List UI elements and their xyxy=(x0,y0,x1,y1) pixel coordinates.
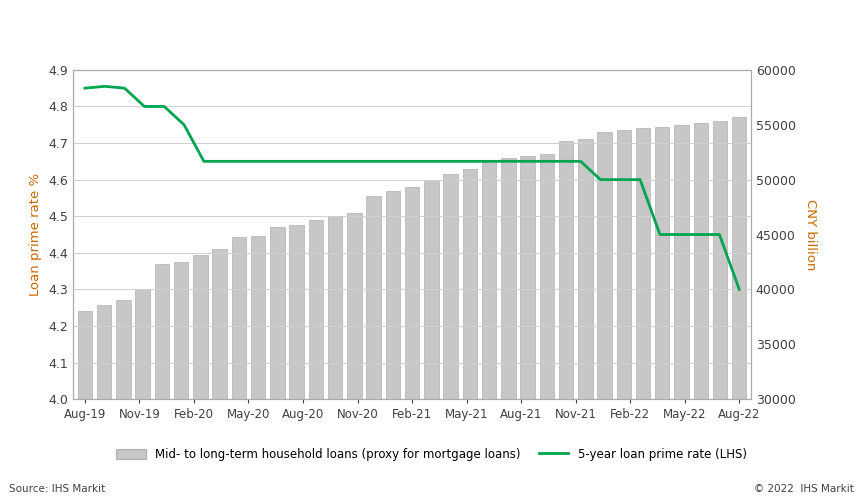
Bar xyxy=(347,213,362,499)
Bar xyxy=(578,139,593,499)
Bar xyxy=(463,169,477,499)
Bar xyxy=(117,300,130,499)
Bar xyxy=(251,237,265,499)
Bar xyxy=(694,123,708,499)
Bar xyxy=(309,220,323,499)
Bar xyxy=(732,117,746,499)
Bar xyxy=(424,180,438,499)
Bar xyxy=(559,141,573,499)
Bar xyxy=(539,154,554,499)
Bar xyxy=(655,127,670,499)
Text: Source: IHS Markit: Source: IHS Markit xyxy=(9,484,105,494)
Legend: Mid- to long-term household loans (proxy for mortgage loans), 5-year loan prime : Mid- to long-term household loans (proxy… xyxy=(111,443,752,466)
Bar xyxy=(674,125,689,499)
Bar xyxy=(270,227,285,499)
Bar xyxy=(713,121,728,499)
Bar xyxy=(135,289,150,499)
Bar xyxy=(482,161,496,499)
Text: China's 5-year loan prime rate and cummulative mid- to long-term  household loan: China's 5-year loan prime rate and cummu… xyxy=(7,25,626,40)
Bar xyxy=(328,216,343,499)
Bar xyxy=(231,237,246,499)
Bar xyxy=(520,156,535,499)
Bar xyxy=(174,262,188,499)
Bar xyxy=(616,130,631,499)
Bar xyxy=(97,305,111,499)
Bar xyxy=(597,132,612,499)
Bar xyxy=(636,128,650,499)
Y-axis label: Loan prime rate %: Loan prime rate % xyxy=(28,173,41,296)
Bar xyxy=(367,196,381,499)
Bar xyxy=(444,174,457,499)
Y-axis label: CNY billion: CNY billion xyxy=(803,199,816,270)
Bar xyxy=(405,187,419,499)
Bar xyxy=(501,158,515,499)
Bar xyxy=(193,255,208,499)
Text: © 2022  IHS Markit: © 2022 IHS Markit xyxy=(754,484,854,494)
Bar xyxy=(154,264,169,499)
Bar xyxy=(289,226,304,499)
Bar xyxy=(212,249,227,499)
Bar xyxy=(78,311,92,499)
Bar xyxy=(386,191,400,499)
